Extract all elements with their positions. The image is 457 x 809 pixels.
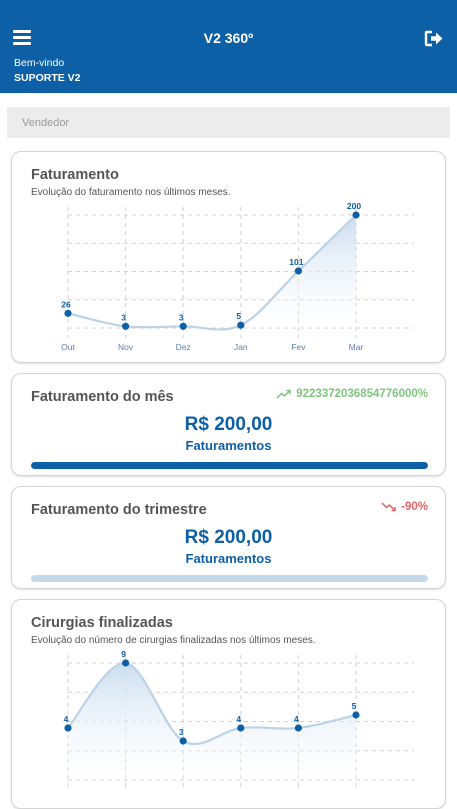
x-tick-label: Mar xyxy=(349,342,364,352)
data-point xyxy=(122,322,130,330)
data-label: 3 xyxy=(121,312,126,322)
data-point xyxy=(179,322,187,330)
x-tick-label: Dez xyxy=(176,342,191,352)
total-value: R$ 200,00 xyxy=(184,527,273,548)
card-subtitle: Evolução do número de cirurgias finaliza… xyxy=(31,635,316,646)
delta-indicator: -90% xyxy=(381,501,428,513)
data-label: 3 xyxy=(179,727,184,737)
data-point xyxy=(352,711,360,719)
delta-indicator: 9223372036854776000% xyxy=(276,388,428,400)
card-title: Faturamento xyxy=(31,167,119,183)
progress-fill xyxy=(31,462,428,469)
x-tick-label: Jan xyxy=(234,342,248,352)
data-label: 26 xyxy=(61,299,71,309)
app-header: V2 360º Bem-vindo SUPORTE V2 xyxy=(0,0,457,93)
vendedor-input[interactable] xyxy=(7,107,450,138)
delta-value: 9223372036854776000% xyxy=(296,388,428,400)
data-label: 5 xyxy=(236,311,241,321)
data-label: 4 xyxy=(236,714,241,724)
user-name: SUPORTE V2 xyxy=(14,72,81,84)
cirurgias-chart-card: Cirurgias finalizadas Evolução do número… xyxy=(11,599,446,809)
data-point xyxy=(122,659,130,667)
value-label: Faturamentos xyxy=(185,438,272,453)
series-area xyxy=(68,662,356,780)
x-tick-label: Nov xyxy=(118,342,134,352)
faturamento-trimestre-card: Faturamento do trimestre -90% R$ 200,00 … xyxy=(11,486,446,589)
data-label: 3 xyxy=(179,312,184,322)
menu-icon[interactable] xyxy=(13,30,31,45)
card-title: Faturamento do trimestre xyxy=(31,502,207,518)
logout-icon[interactable] xyxy=(424,30,444,47)
faturamento-chart: 26 Out 3 Nov 3 Dez 5 Jan 101 Fev 200 Mar xyxy=(61,201,414,352)
data-point xyxy=(294,267,302,275)
value-label: Faturamentos xyxy=(185,551,272,566)
cirurgias-chart: 4 9 3 4 4 5 xyxy=(64,649,414,790)
app-title: V2 360º xyxy=(203,30,254,46)
data-point xyxy=(64,724,72,732)
data-label: 4 xyxy=(64,714,69,724)
data-point xyxy=(352,211,360,219)
series-area xyxy=(68,215,356,330)
data-point xyxy=(64,309,72,317)
x-tick-label: Fev xyxy=(291,342,306,352)
data-point xyxy=(237,724,245,732)
faturamento-chart-card: Faturamento Evolução do faturamento nos … xyxy=(11,151,446,363)
delta-value: -90% xyxy=(401,501,428,513)
greeting-text: Bem-vindo xyxy=(14,57,65,69)
data-point xyxy=(294,724,302,732)
data-point xyxy=(179,737,187,745)
card-title: Faturamento do mês xyxy=(31,389,174,405)
data-label: 101 xyxy=(289,257,303,267)
x-tick-label: Out xyxy=(61,342,75,352)
progress-bar xyxy=(31,462,428,469)
total-value: R$ 200,00 xyxy=(184,414,273,435)
data-label: 4 xyxy=(294,714,299,724)
data-label: 5 xyxy=(352,701,357,711)
card-title: Cirurgias finalizadas xyxy=(31,615,173,631)
data-point xyxy=(237,321,245,329)
data-label: 200 xyxy=(347,201,361,211)
faturamento-mes-card: Faturamento do mês 9223372036854776000% … xyxy=(11,373,446,476)
progress-bar xyxy=(31,575,428,582)
data-label: 9 xyxy=(121,649,126,659)
trending-up-icon xyxy=(276,389,291,399)
card-subtitle: Evolução do faturamento nos últimos mese… xyxy=(31,187,231,198)
trending-down-icon xyxy=(381,502,396,512)
